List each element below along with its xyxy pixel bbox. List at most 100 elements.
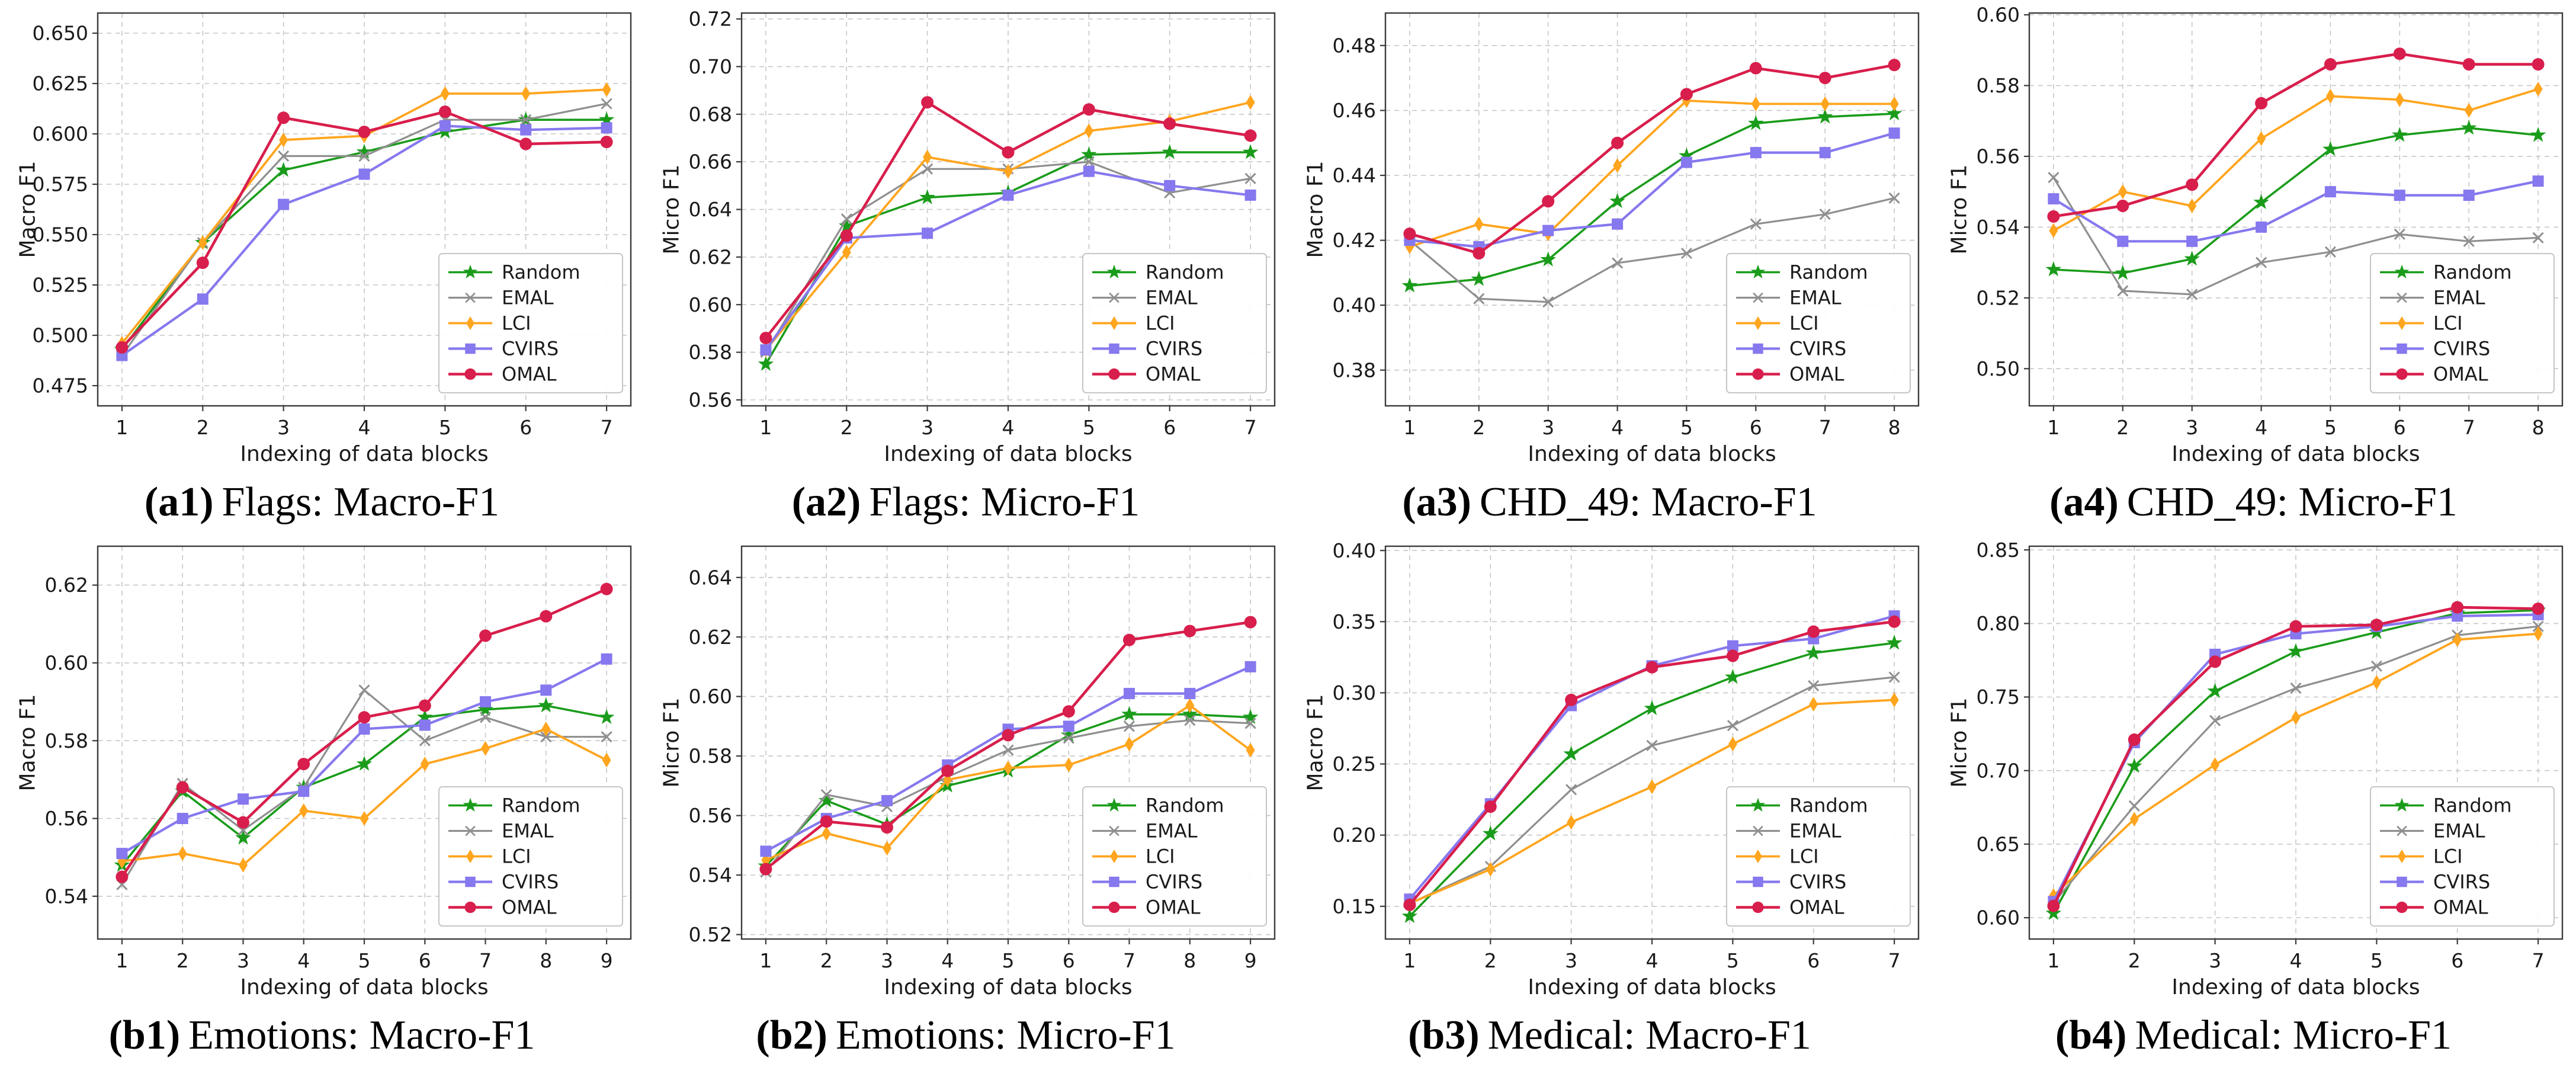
chart-panel-a2: 0.56 0.58 0.60 0.62 0.64 0.66 0.68 0.70 0.72 1 2 3 4… bbox=[644, 0, 1288, 533]
svg-text:CVIRS: CVIRS bbox=[1789, 871, 1846, 893]
line-chart-svg: 0.38 0.40 0.42 0.44 0.46 0.48 1 2 3 4 5 6 7 8 Indexing… bbox=[1288, 0, 1932, 474]
svg-text:EMAL: EMAL bbox=[2433, 287, 2485, 309]
svg-text:0.54: 0.54 bbox=[45, 885, 88, 908]
svg-text:0.44: 0.44 bbox=[1333, 164, 1376, 187]
svg-text:Indexing of data blocks: Indexing of data blocks bbox=[884, 442, 1132, 466]
svg-text:5: 5 bbox=[1083, 416, 1095, 439]
svg-text:Indexing of data blocks: Indexing of data blocks bbox=[2171, 442, 2420, 466]
svg-text:Random: Random bbox=[1146, 794, 1224, 817]
svg-text:Random: Random bbox=[502, 261, 580, 284]
svg-text:Macro F1: Macro F1 bbox=[1304, 161, 1328, 258]
svg-text:0.38: 0.38 bbox=[1333, 358, 1376, 382]
svg-text:0.625: 0.625 bbox=[33, 72, 88, 95]
svg-text:1: 1 bbox=[116, 416, 128, 439]
svg-text:Indexing of data blocks: Indexing of data blocks bbox=[1528, 975, 1776, 999]
legend: Random EMAL LCI CVIRS OMAL bbox=[438, 786, 623, 927]
svg-text:0.60: 0.60 bbox=[45, 651, 88, 674]
svg-text:8: 8 bbox=[1183, 949, 1196, 972]
svg-text:0.54: 0.54 bbox=[1977, 216, 2020, 239]
svg-text:0.72: 0.72 bbox=[689, 8, 732, 31]
svg-text:7: 7 bbox=[1888, 949, 1901, 972]
chart-panel-b4: 0.60 0.65 0.70 0.75 0.80 0.85 1 2 3 4 5 6 7 Indexing … bbox=[1932, 533, 2575, 1066]
svg-text:OMAL: OMAL bbox=[1146, 896, 1201, 919]
series-CVIRS bbox=[116, 653, 612, 860]
series-LCI bbox=[2049, 626, 2543, 903]
svg-text:Micro F1: Micro F1 bbox=[1948, 698, 1972, 788]
svg-text:5: 5 bbox=[358, 949, 371, 972]
svg-text:Random: Random bbox=[502, 794, 580, 817]
svg-text:0.68: 0.68 bbox=[689, 102, 732, 126]
svg-text:4: 4 bbox=[297, 949, 310, 972]
line-chart-svg: 0.50 0.52 0.54 0.56 0.58 0.60 1 2 3 4 5 6 7 8 Indexing… bbox=[1932, 0, 2575, 474]
svg-text:EMAL: EMAL bbox=[1789, 287, 1842, 309]
legend: Random EMAL LCI CVIRS OMAL bbox=[2370, 786, 2555, 927]
svg-text:0.525: 0.525 bbox=[33, 274, 88, 297]
svg-text:1: 1 bbox=[1403, 949, 1416, 972]
svg-text:Indexing of data blocks: Indexing of data blocks bbox=[240, 975, 488, 999]
svg-text:0.70: 0.70 bbox=[689, 55, 732, 78]
series-OMAL bbox=[1403, 615, 1901, 911]
chart-caption-a2: (a2) Flags: Micro-F1 bbox=[792, 474, 1140, 531]
svg-text:LCI: LCI bbox=[502, 845, 531, 868]
svg-text:Random: Random bbox=[1789, 261, 1868, 284]
svg-text:0.550: 0.550 bbox=[33, 223, 88, 246]
svg-text:2: 2 bbox=[2116, 416, 2129, 439]
series-Random bbox=[1401, 105, 1903, 293]
svg-text:CVIRS: CVIRS bbox=[1146, 338, 1202, 360]
svg-text:Macro F1: Macro F1 bbox=[16, 694, 40, 791]
svg-text:Indexing of data blocks: Indexing of data blocks bbox=[884, 975, 1132, 999]
svg-text:EMAL: EMAL bbox=[502, 820, 554, 842]
line-chart-svg: 0.15 0.20 0.25 0.30 0.35 0.40 1 2 3 4 5 6 7 Indexing … bbox=[1288, 533, 1932, 1007]
svg-text:0.60: 0.60 bbox=[689, 293, 732, 316]
chart-caption-a3: (a3) CHD_49: Macro-F1 bbox=[1402, 474, 1817, 531]
svg-text:CVIRS: CVIRS bbox=[502, 871, 559, 893]
svg-text:EMAL: EMAL bbox=[2433, 820, 2485, 842]
series-Random bbox=[2045, 120, 2546, 280]
line-chart-a2: 0.56 0.58 0.60 0.62 0.64 0.66 0.68 0.70 0.72 1 2 3 4… bbox=[644, 0, 1288, 474]
svg-text:3: 3 bbox=[237, 949, 249, 972]
svg-text:Indexing of data blocks: Indexing of data blocks bbox=[240, 442, 488, 466]
svg-text:0.65: 0.65 bbox=[1977, 832, 2020, 855]
svg-text:0.575: 0.575 bbox=[33, 173, 88, 196]
svg-text:EMAL: EMAL bbox=[1789, 820, 1842, 842]
svg-text:5: 5 bbox=[2370, 949, 2383, 972]
svg-text:2: 2 bbox=[177, 949, 189, 972]
svg-text:5: 5 bbox=[439, 416, 451, 439]
svg-text:OMAL: OMAL bbox=[502, 363, 557, 386]
svg-text:0.56: 0.56 bbox=[689, 389, 732, 412]
svg-text:0.58: 0.58 bbox=[1977, 74, 2020, 97]
caption-tag: (a2) bbox=[791, 479, 861, 525]
svg-text:OMAL: OMAL bbox=[1789, 896, 1844, 919]
svg-text:LCI: LCI bbox=[2433, 312, 2463, 335]
caption-text: Emotions: Macro-F1 bbox=[188, 1012, 535, 1058]
svg-text:1: 1 bbox=[2047, 949, 2059, 972]
svg-text:6: 6 bbox=[519, 416, 532, 439]
svg-text:LCI: LCI bbox=[1146, 845, 1175, 868]
svg-text:OMAL: OMAL bbox=[2433, 363, 2488, 386]
svg-text:Random: Random bbox=[2433, 794, 2511, 817]
series-LCI bbox=[1405, 93, 1899, 254]
svg-text:0.62: 0.62 bbox=[689, 626, 732, 649]
svg-text:2: 2 bbox=[820, 949, 833, 972]
svg-text:6: 6 bbox=[2451, 949, 2463, 972]
caption-tag: (a1) bbox=[144, 479, 214, 525]
chart-caption-a4: (a4) CHD_49: Micro-F1 bbox=[2049, 474, 2458, 531]
svg-text:Indexing of data blocks: Indexing of data blocks bbox=[2171, 975, 2420, 999]
svg-text:0.56: 0.56 bbox=[689, 804, 732, 827]
svg-text:1: 1 bbox=[1403, 416, 1416, 439]
series-OMAL bbox=[759, 96, 1257, 344]
svg-text:5: 5 bbox=[1680, 416, 1693, 439]
svg-text:LCI: LCI bbox=[1789, 312, 1819, 335]
svg-text:Random: Random bbox=[1146, 261, 1224, 284]
svg-text:0.40: 0.40 bbox=[1333, 294, 1376, 317]
svg-text:Micro F1: Micro F1 bbox=[660, 698, 684, 788]
svg-text:0.60: 0.60 bbox=[689, 685, 732, 708]
svg-text:Micro F1: Micro F1 bbox=[1948, 165, 1972, 255]
chart-panel-b2: 0.52 0.54 0.56 0.58 0.60 0.62 0.64 1 2 3 4 5 6 7 8 9 Ind… bbox=[644, 533, 1288, 1066]
line-chart-svg: 0.54 0.56 0.58 0.60 0.62 1 2 3 4 5 6 7 8 9 Indexing of… bbox=[0, 533, 644, 1007]
line-chart-a3: 0.38 0.40 0.42 0.44 0.46 0.48 1 2 3 4 5 6 7 8 Indexing… bbox=[1288, 0, 1932, 474]
svg-text:4: 4 bbox=[941, 949, 954, 972]
svg-text:Macro F1: Macro F1 bbox=[1304, 694, 1328, 791]
svg-text:Macro F1: Macro F1 bbox=[16, 161, 40, 258]
series-EMAL bbox=[2048, 172, 2544, 300]
